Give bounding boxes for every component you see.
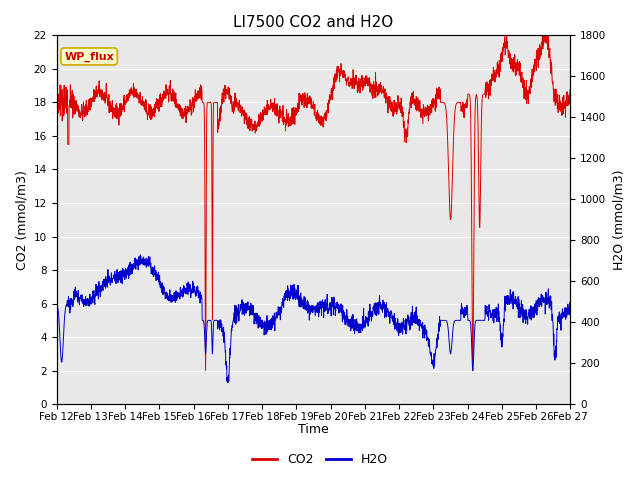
Text: WP_flux: WP_flux: [64, 51, 114, 61]
Y-axis label: CO2 (mmol/m3): CO2 (mmol/m3): [15, 170, 28, 270]
Y-axis label: H2O (mmol/m3): H2O (mmol/m3): [612, 169, 625, 270]
Title: LI7500 CO2 and H2O: LI7500 CO2 and H2O: [234, 15, 394, 30]
X-axis label: Time: Time: [298, 423, 329, 436]
Legend: CO2, H2O: CO2, H2O: [247, 448, 393, 471]
